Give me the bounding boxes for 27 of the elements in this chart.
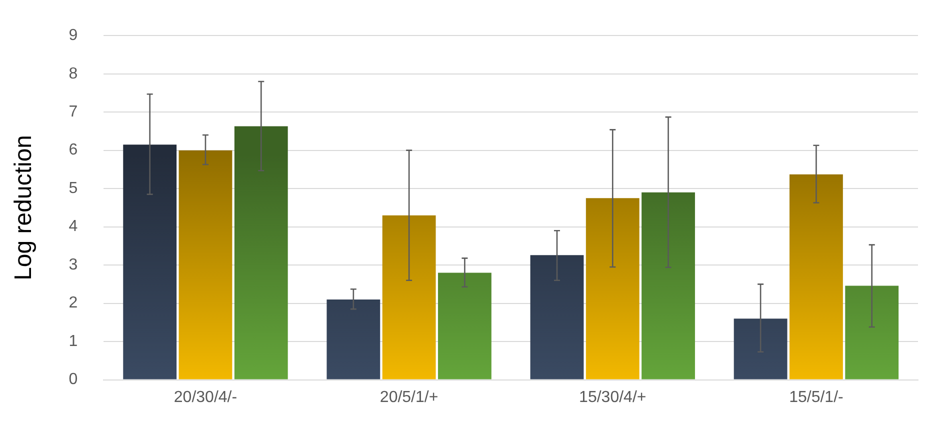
bar [734, 318, 788, 380]
y-axis-title: Log reduction [10, 134, 38, 280]
bar [382, 215, 436, 380]
y-tick-label: 0 [68, 371, 78, 388]
y-tick-label: 9 [68, 27, 78, 44]
bar [530, 255, 584, 380]
bar [790, 174, 843, 380]
bar [438, 272, 492, 380]
y-tick-label: 3 [68, 256, 78, 274]
y-tick-label: 1 [68, 332, 78, 350]
y-tick-label: 2 [68, 294, 78, 312]
bar [845, 286, 899, 380]
bar [178, 150, 232, 380]
y-tick-label: 4 [68, 218, 78, 236]
x-tick-label: 15/30/4/+ [579, 388, 646, 406]
y-tick-label: 7 [68, 103, 78, 120]
bar [586, 198, 640, 380]
y-tick-label: 8 [68, 65, 78, 82]
y-tick-label: 5 [68, 180, 78, 197]
bar [642, 192, 695, 380]
y-tick-label: 6 [68, 142, 78, 159]
bar [123, 144, 177, 380]
bar [326, 299, 380, 380]
bar [234, 126, 288, 380]
x-tick-label: 15/5/1/- [789, 388, 844, 406]
x-tick-label: 20/5/1/+ [380, 388, 438, 406]
x-tick-label: 20/30/4/- [174, 388, 238, 406]
